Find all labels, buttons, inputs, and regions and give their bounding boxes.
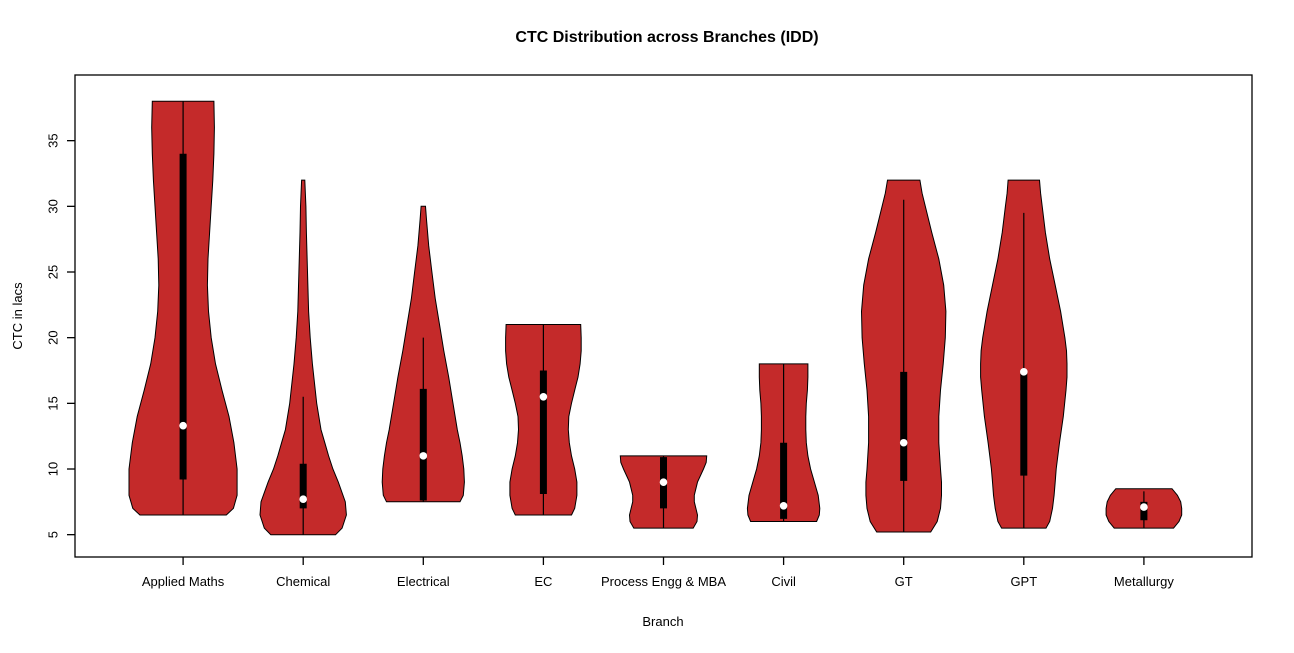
x-tick-label-process-engg-mba: Process Engg & MBA — [601, 574, 726, 589]
median-dot-process-engg-mba — [659, 478, 668, 486]
chart-title: CTC Distribution across Branches (IDD) — [515, 29, 818, 46]
median-dot-applied-maths — [179, 421, 187, 430]
y-tick-label: 10 — [46, 462, 61, 476]
x-tick-label-ec: EC — [534, 574, 552, 589]
y-tick-label: 20 — [46, 330, 61, 344]
median-dot-ec — [539, 392, 548, 401]
median-dot-gpt — [1020, 368, 1028, 376]
median-dot-chemical — [299, 495, 307, 504]
x-tick-label-electrical: Electrical — [397, 574, 450, 589]
x-tick-label-metallurgy: Metallurgy — [1114, 574, 1174, 589]
x-tick-label-gpt: GPT — [1010, 574, 1037, 589]
y-tick-label: 15 — [46, 396, 61, 410]
y-tick-label: 30 — [46, 199, 61, 213]
median-dot-gt — [899, 438, 908, 447]
plot-layer: 5 10 15 20 25 30 35 Applied Maths Chemical Electr… — [46, 74, 1253, 589]
x-axis-label: Branch — [642, 614, 683, 629]
median-dot-civil — [779, 501, 788, 510]
x-tick-label-gt: GT — [895, 574, 913, 589]
violin-chemical — [259, 179, 347, 536]
x-tick-label-chemical: Chemical — [276, 574, 330, 589]
x-tick-label-civil: Civil — [771, 574, 796, 589]
median-dot-metallurgy — [1140, 503, 1148, 511]
y-tick-label: 25 — [46, 265, 61, 279]
x-tick-label-applied-maths: Applied Maths — [142, 574, 225, 589]
median-dot-electrical — [419, 452, 428, 460]
y-tick-label: 5 — [46, 531, 61, 538]
y-tick-label: 35 — [46, 133, 61, 147]
y-axis-label: CTC in lacs — [10, 282, 25, 350]
